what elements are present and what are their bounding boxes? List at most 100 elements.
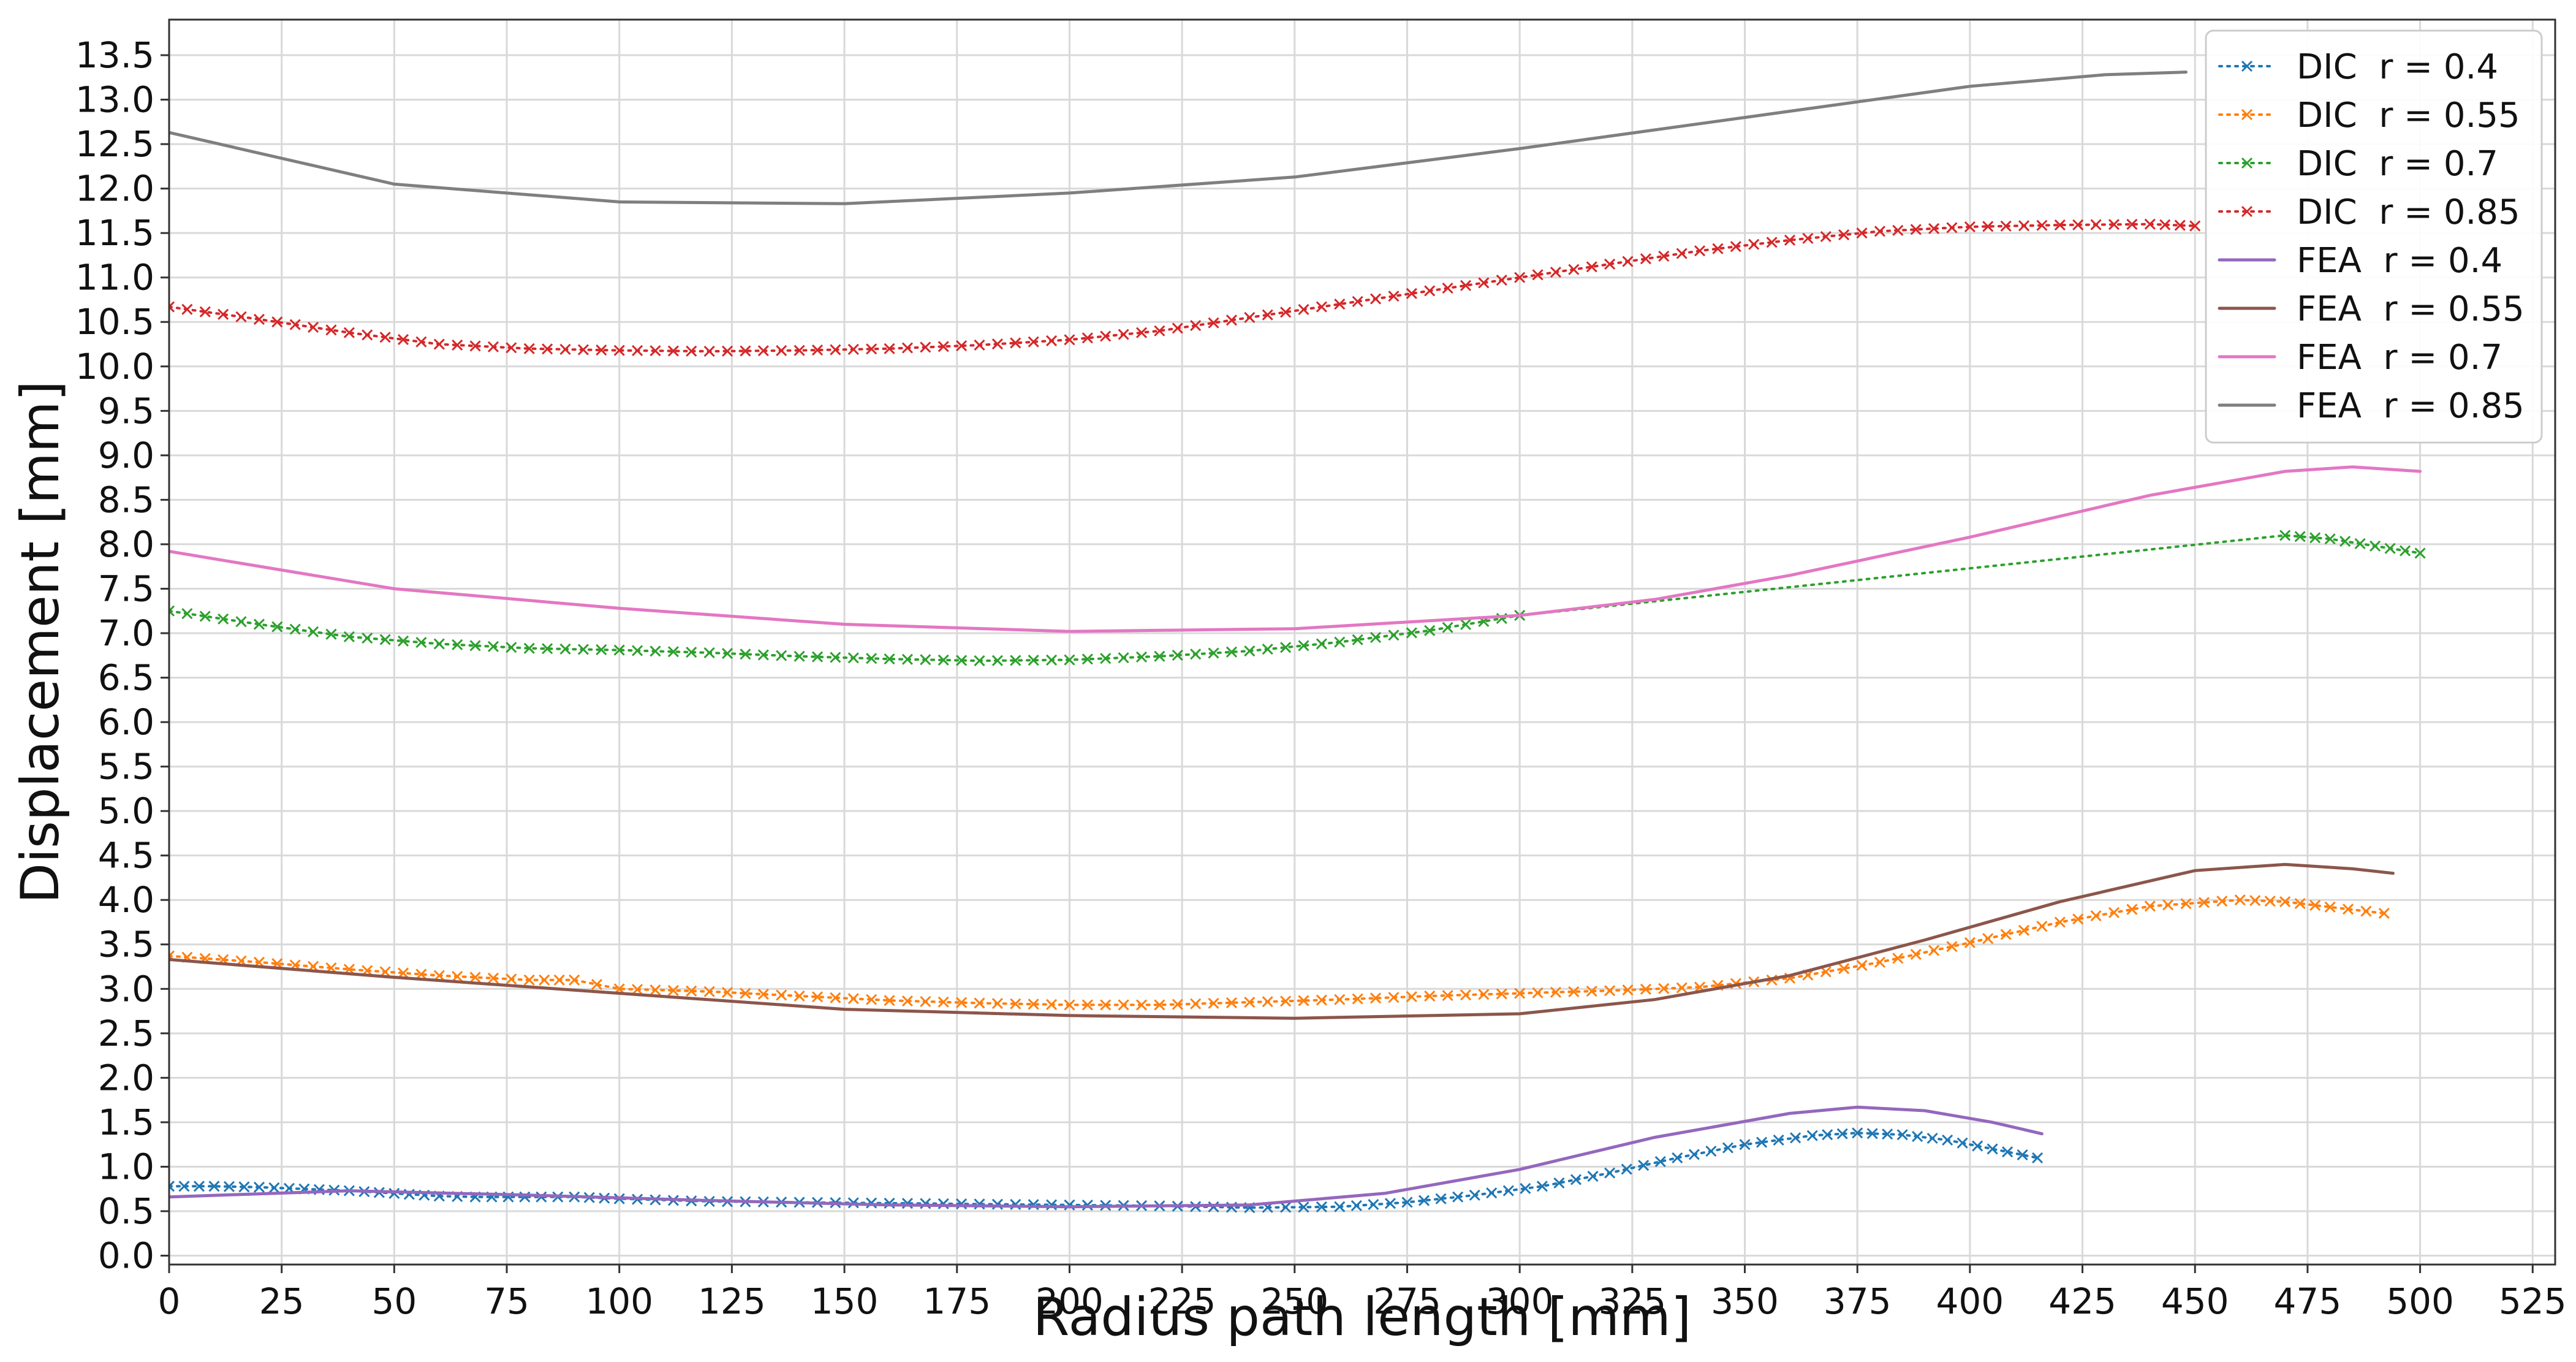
data-point-marker bbox=[1280, 642, 1292, 653]
data-point-marker bbox=[1806, 1130, 1818, 1141]
data-point-marker bbox=[1118, 329, 1129, 340]
y-tick-label: 4.5 bbox=[98, 835, 154, 877]
data-point-marker bbox=[1604, 1167, 1616, 1179]
data-point-marker bbox=[553, 974, 565, 986]
grid bbox=[168, 20, 2555, 1265]
data-point-marker bbox=[1820, 966, 1832, 978]
data-point-marker bbox=[1712, 243, 1724, 254]
data-point-marker bbox=[1469, 1189, 1480, 1201]
data-point-marker bbox=[1514, 272, 1526, 283]
data-point-marker bbox=[1622, 984, 1634, 996]
data-point-marker bbox=[1384, 1198, 1396, 1209]
data-point-marker bbox=[452, 639, 463, 650]
y-tick-label: 3.0 bbox=[98, 968, 154, 1010]
data-point-marker bbox=[523, 343, 535, 354]
data-point-marker bbox=[1688, 1149, 1700, 1160]
data-point-marker bbox=[2072, 913, 2084, 925]
data-point-marker bbox=[1262, 309, 1273, 321]
data-point-marker bbox=[938, 341, 949, 352]
data-point-marker bbox=[2384, 542, 2396, 554]
data-point-marker bbox=[2294, 531, 2306, 542]
data-point-marker bbox=[613, 344, 625, 356]
data-point-marker bbox=[1135, 999, 1148, 1011]
data-point-marker bbox=[721, 648, 733, 660]
x-tick-label: 275 bbox=[1373, 1280, 1441, 1322]
data-point-marker bbox=[1244, 311, 1256, 324]
data-point-marker bbox=[1460, 280, 1472, 291]
data-point-marker bbox=[2249, 895, 2261, 907]
data-point-marker bbox=[1640, 983, 1651, 995]
y-axis-label: Displacement [mm] bbox=[10, 381, 71, 904]
y-tick-label: 2.5 bbox=[98, 1013, 154, 1054]
data-point-marker bbox=[379, 332, 391, 343]
data-point-marker bbox=[1942, 1134, 1953, 1146]
x-tick-label: 125 bbox=[698, 1280, 766, 1322]
data-point-marker bbox=[830, 992, 841, 1003]
x-tick-label: 525 bbox=[2499, 1280, 2567, 1322]
data-point-marker bbox=[1298, 303, 1309, 315]
y-tick-label: 1.0 bbox=[98, 1146, 154, 1187]
data-point-marker bbox=[1172, 999, 1183, 1010]
data-point-marker bbox=[487, 341, 499, 352]
data-point-marker bbox=[703, 986, 715, 997]
x-tick-label: 425 bbox=[2048, 1280, 2116, 1322]
data-point-marker bbox=[1550, 986, 1561, 998]
data-point-marker bbox=[1658, 250, 1670, 262]
data-point-marker bbox=[1118, 999, 1129, 1011]
data-point-marker bbox=[667, 646, 679, 658]
data-point-marker bbox=[1982, 933, 1994, 945]
data-point-marker bbox=[542, 343, 553, 355]
data-point-marker bbox=[1298, 640, 1309, 652]
data-point-marker bbox=[794, 990, 805, 1002]
data-point-marker bbox=[613, 644, 625, 656]
data-point-marker bbox=[650, 984, 661, 996]
data-point-marker bbox=[223, 1181, 235, 1192]
data-point-marker bbox=[2144, 900, 2156, 912]
y-tick-label: 6.0 bbox=[98, 701, 154, 743]
data-point-marker bbox=[1442, 622, 1453, 633]
data-point-marker bbox=[632, 984, 643, 995]
data-point-marker bbox=[343, 327, 355, 338]
legend-label: FEA r = 0.7 bbox=[2297, 338, 2502, 378]
series-line bbox=[169, 1105, 2044, 1209]
y-tick-label: 8.0 bbox=[98, 523, 154, 565]
data-point-marker bbox=[1730, 241, 1741, 253]
series-fea-0.7 bbox=[169, 465, 2422, 633]
data-point-marker bbox=[1622, 256, 1634, 267]
data-point-marker bbox=[1190, 649, 1202, 660]
y-tick-label: 10.0 bbox=[75, 346, 154, 387]
data-point-marker bbox=[415, 336, 427, 348]
data-point-marker bbox=[539, 974, 550, 986]
data-point-marker bbox=[1550, 266, 1561, 278]
data-point-marker bbox=[686, 646, 697, 658]
data-point-marker bbox=[830, 344, 841, 356]
data-point-marker bbox=[956, 997, 968, 1008]
data-point-marker bbox=[1225, 314, 1237, 326]
data-point-marker bbox=[866, 994, 877, 1005]
data-point-marker bbox=[362, 329, 373, 341]
data-point-marker bbox=[776, 989, 787, 1001]
x-tick-label: 250 bbox=[1260, 1280, 1328, 1322]
data-point-marker bbox=[2339, 536, 2351, 547]
data-point-marker bbox=[2162, 899, 2174, 911]
data-point-marker bbox=[703, 346, 715, 357]
data-point-marker bbox=[2002, 1146, 2013, 1158]
y-tick-label: 13.5 bbox=[75, 34, 154, 76]
x-tick-label: 300 bbox=[1486, 1280, 1554, 1322]
data-point-marker bbox=[1514, 987, 1526, 999]
data-point-marker bbox=[847, 993, 859, 1005]
data-point-marker bbox=[469, 972, 481, 983]
data-point-marker bbox=[1388, 291, 1400, 302]
x-tick-label: 325 bbox=[1598, 1280, 1666, 1322]
series-line bbox=[169, 1132, 2039, 1209]
data-point-marker bbox=[289, 623, 301, 635]
data-point-marker bbox=[847, 652, 859, 664]
data-point-marker bbox=[1045, 654, 1058, 666]
data-point-marker bbox=[2018, 924, 2030, 936]
data-point-marker bbox=[1536, 1181, 1548, 1192]
legend-entry: DIC r = 0.4 bbox=[2218, 47, 2498, 87]
data-point-marker bbox=[1672, 1152, 1683, 1163]
data-point-marker bbox=[1316, 994, 1327, 1006]
data-point-marker bbox=[1172, 322, 1183, 334]
axis-ticks: 0 25 50 75 100 125 150 175 200 225 250 275 300 325 350… bbox=[75, 34, 2567, 1322]
